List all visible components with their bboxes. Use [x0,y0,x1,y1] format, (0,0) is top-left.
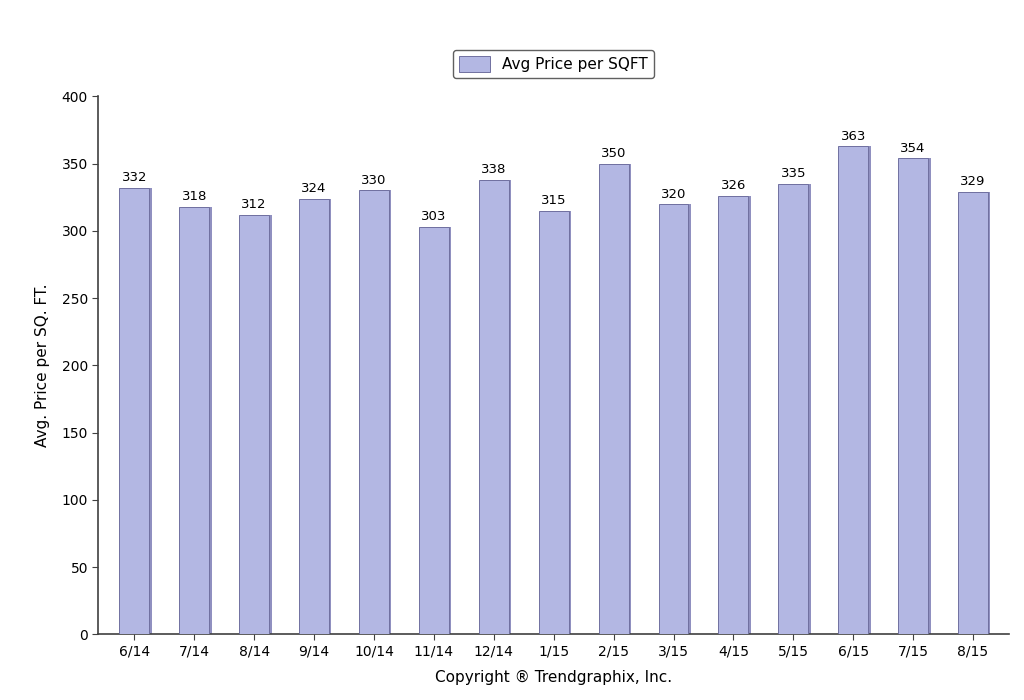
Text: 354: 354 [900,142,926,155]
Bar [242,215,271,634]
Bar [719,196,749,634]
Bar [301,199,332,634]
Bar [122,188,152,634]
Text: 324: 324 [301,182,327,195]
Bar [660,204,691,634]
Text: 312: 312 [242,198,267,211]
Bar [839,146,868,634]
Bar [179,206,209,634]
Bar [599,164,629,634]
Bar [120,188,150,634]
Text: 329: 329 [961,176,986,188]
Bar [900,158,931,634]
Bar [961,192,990,634]
Text: 320: 320 [660,188,686,200]
Y-axis label: Avg. Price per SQ. FT.: Avg. Price per SQ. FT. [36,284,50,447]
Text: 330: 330 [361,174,387,187]
Text: 332: 332 [122,172,147,184]
Bar [958,192,988,634]
Bar [181,206,212,634]
Bar [421,227,452,634]
Text: 350: 350 [601,147,627,160]
Bar [780,183,811,634]
Legend: Avg Price per SQFT: Avg Price per SQFT [454,50,654,78]
Bar [419,227,449,634]
Bar [841,146,870,634]
Bar [299,199,329,634]
Bar [601,164,631,634]
Text: 303: 303 [421,211,446,223]
Text: 315: 315 [541,195,566,207]
Text: 363: 363 [841,130,866,143]
Bar [658,204,688,634]
Bar [361,190,391,634]
Text: 326: 326 [721,179,746,193]
Bar [481,180,511,634]
Bar [539,211,568,634]
Bar [898,158,928,634]
Bar [359,190,389,634]
Text: 318: 318 [181,190,207,203]
X-axis label: Copyright ® Trendgraphix, Inc.: Copyright ® Trendgraphix, Inc. [435,670,672,685]
Bar [240,215,269,634]
Bar [778,183,808,634]
Text: 338: 338 [481,163,507,176]
Bar [479,180,509,634]
Bar [721,196,751,634]
Text: 335: 335 [780,167,806,181]
Bar [541,211,571,634]
